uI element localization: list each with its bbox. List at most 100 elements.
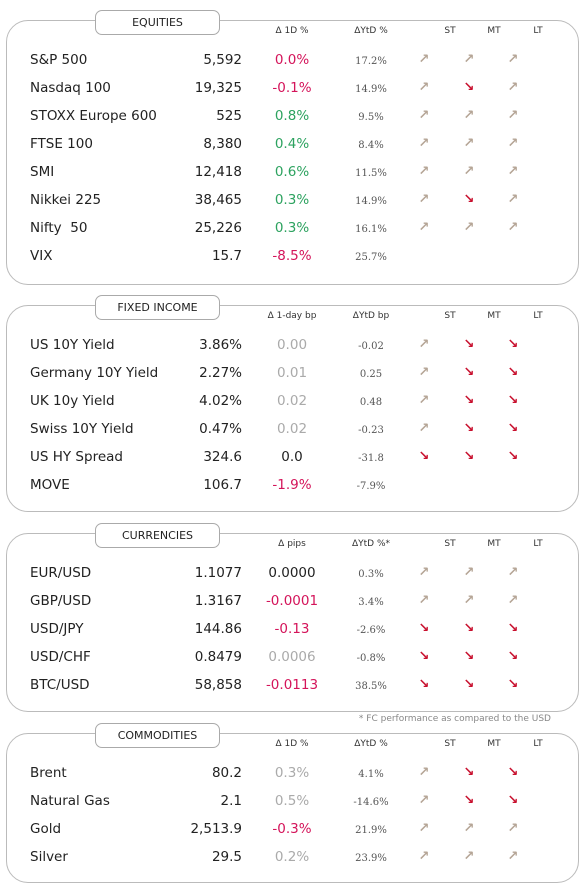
row-change: 0.02 xyxy=(276,421,308,437)
trend-arrow: ↗ xyxy=(463,565,475,580)
trend-arrow: ↗ xyxy=(418,337,430,352)
section-title: CURRENCIES xyxy=(95,523,220,548)
trend-arrow: ↗ xyxy=(507,849,519,864)
trend-arrow: ↘ xyxy=(507,793,519,808)
row-ytd: 21.9% xyxy=(355,825,387,836)
row-change: 0.3% xyxy=(274,192,310,208)
row-change: -0.0001 xyxy=(265,593,319,609)
row-value: 25,226 xyxy=(194,220,242,236)
row-change: 0.6% xyxy=(274,164,310,180)
column-header: MT xyxy=(487,26,501,36)
row-ytd: 17.2% xyxy=(355,56,387,67)
row-change: 0.02 xyxy=(276,393,308,409)
column-header: ST xyxy=(444,311,456,321)
column-header: ΔYtD bp xyxy=(352,311,390,321)
section-title: FIXED INCOME xyxy=(95,295,220,320)
row-value: 4.02% xyxy=(199,393,242,409)
trend-arrow: ↗ xyxy=(418,849,430,864)
row-value: 80.2 xyxy=(211,765,242,781)
trend-arrow: ↘ xyxy=(463,337,475,352)
row-change: 0.4% xyxy=(274,136,310,152)
row-name: USD/JPY xyxy=(30,621,84,637)
trend-arrow: ↘ xyxy=(507,621,519,636)
trend-arrow: ↘ xyxy=(507,449,519,464)
row-ytd: -2.6% xyxy=(356,625,386,636)
trend-arrow: ↘ xyxy=(507,649,519,664)
row-name: Gold xyxy=(30,821,62,837)
row-change: -1.9% xyxy=(272,477,312,493)
row-change: 0.0% xyxy=(274,52,310,68)
row-value: 2,513.9 xyxy=(190,821,242,837)
row-ytd: 23.9% xyxy=(355,853,387,864)
trend-arrow: ↗ xyxy=(463,136,475,151)
column-header: LT xyxy=(533,26,543,36)
row-change: -0.13 xyxy=(274,621,310,637)
row-value: 15.7 xyxy=(211,248,242,264)
row-name: Nikkei 225 xyxy=(30,192,102,208)
row-change: 0.01 xyxy=(276,365,308,381)
trend-arrow: ↗ xyxy=(507,80,519,95)
trend-arrow: ↘ xyxy=(463,192,475,207)
row-ytd: -0.02 xyxy=(358,341,384,352)
trend-arrow: ↘ xyxy=(507,677,519,692)
row-ytd: -14.6% xyxy=(353,797,389,808)
row-ytd: 14.9% xyxy=(355,196,387,207)
row-name: Natural Gas xyxy=(30,793,110,809)
column-header: Δ 1-day bp xyxy=(267,311,317,321)
row-name: Nifty 50 xyxy=(30,220,88,236)
row-value: 38,465 xyxy=(194,192,242,208)
row-value: 58,858 xyxy=(194,677,242,693)
row-value: 106.7 xyxy=(203,477,242,493)
row-change: -0.3% xyxy=(272,821,312,837)
column-header: Δ 1D % xyxy=(275,739,309,749)
trend-arrow: ↗ xyxy=(507,136,519,151)
row-name: VIX xyxy=(30,248,53,264)
row-ytd: 38.5% xyxy=(355,681,387,692)
row-change: 0.0 xyxy=(281,449,303,465)
row-name: BTC/USD xyxy=(30,677,90,693)
column-header: LT xyxy=(533,539,543,549)
row-change: 0.00 xyxy=(276,337,308,353)
row-change: 0.3% xyxy=(274,220,310,236)
column-header: ΔYtD % xyxy=(354,26,388,36)
row-ytd: 0.3% xyxy=(358,569,384,580)
row-name: Swiss 10Y Yield xyxy=(30,421,134,437)
trend-arrow: ↗ xyxy=(463,164,475,179)
trend-arrow: ↗ xyxy=(463,108,475,123)
trend-arrow: ↘ xyxy=(463,421,475,436)
trend-arrow: ↗ xyxy=(463,52,475,67)
section-box xyxy=(6,733,579,883)
row-value: 8,380 xyxy=(203,136,242,152)
row-value: 0.8479 xyxy=(194,649,242,665)
trend-arrow: ↘ xyxy=(463,793,475,808)
column-header: LT xyxy=(533,311,543,321)
trend-arrow: ↗ xyxy=(418,80,430,95)
column-header: LT xyxy=(533,739,543,749)
row-ytd: -31.8 xyxy=(358,453,384,464)
row-value: 1.3167 xyxy=(194,593,242,609)
row-ytd: -0.23 xyxy=(358,425,384,436)
trend-arrow: ↗ xyxy=(507,164,519,179)
trend-arrow: ↘ xyxy=(507,765,519,780)
trend-arrow: ↘ xyxy=(463,393,475,408)
row-name: Brent xyxy=(30,765,67,781)
trend-arrow: ↗ xyxy=(418,108,430,123)
row-change: 0.5% xyxy=(274,793,310,809)
row-value: 1.1077 xyxy=(194,565,242,581)
section-title: COMMODITIES xyxy=(95,723,220,748)
row-name: Silver xyxy=(30,849,68,865)
trend-arrow: ↗ xyxy=(507,821,519,836)
trend-arrow: ↗ xyxy=(418,593,430,608)
row-ytd: -0.8% xyxy=(356,653,386,664)
trend-arrow: ↗ xyxy=(418,393,430,408)
row-change: -8.5% xyxy=(272,248,312,264)
trend-arrow: ↗ xyxy=(463,593,475,608)
trend-arrow: ↗ xyxy=(507,220,519,235)
row-ytd: 0.48 xyxy=(359,397,383,408)
column-header: Δ 1D % xyxy=(275,26,309,36)
row-name: Germany 10Y Yield xyxy=(30,365,159,381)
row-name: Nasdaq 100 xyxy=(30,80,111,96)
trend-arrow: ↘ xyxy=(507,337,519,352)
row-name: SMI xyxy=(30,164,55,180)
